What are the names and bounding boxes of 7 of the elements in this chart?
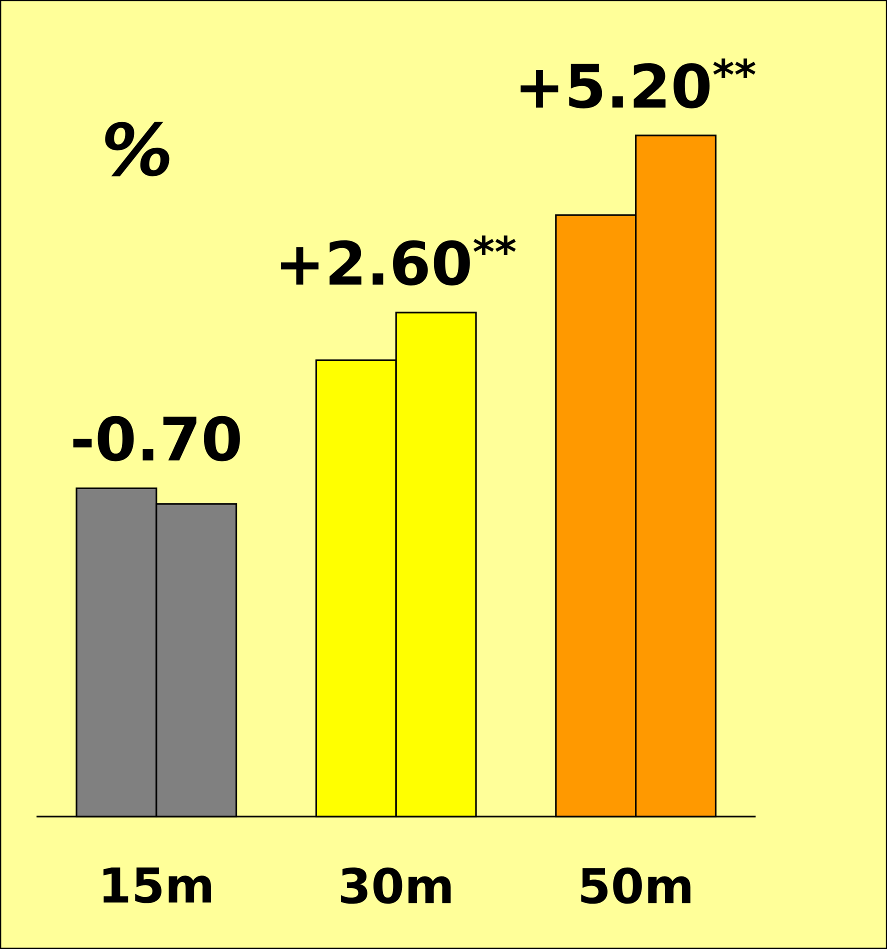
x-tick-label: 50m — [581, 868, 690, 904]
x-tick-label: 30m — [340, 868, 451, 904]
y-axis-title: % — [105, 122, 170, 176]
annotation: +2.60$^{**}$ — [280, 236, 516, 286]
x-tick-label: 15m — [103, 868, 211, 904]
annotation: +5.20$^{**}$ — [520, 58, 756, 108]
annotation: -0.70 — [73, 416, 240, 462]
